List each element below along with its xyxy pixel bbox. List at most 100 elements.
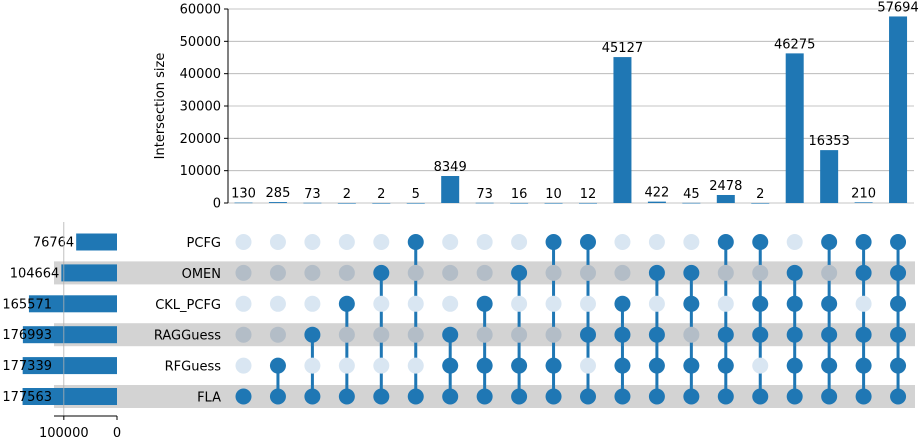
intersection-bar bbox=[820, 150, 839, 203]
y-tick-label: 50000 bbox=[180, 35, 221, 50]
membership-dot-inactive bbox=[545, 326, 562, 343]
intersection-bar bbox=[441, 176, 460, 203]
bar-value-label: 422 bbox=[644, 186, 669, 201]
membership-dot-active bbox=[786, 326, 803, 343]
membership-dot-inactive bbox=[235, 357, 252, 374]
membership-dot-active bbox=[683, 357, 700, 374]
membership-dot-active bbox=[717, 326, 734, 343]
membership-dot-inactive bbox=[373, 326, 390, 343]
membership-dot-active bbox=[442, 357, 459, 374]
membership-dot-inactive bbox=[476, 234, 493, 250]
intersection-bar bbox=[268, 202, 287, 203]
membership-dot-active bbox=[786, 388, 803, 405]
intersection-bar bbox=[889, 16, 908, 203]
bar-value-label: 16 bbox=[511, 187, 528, 202]
membership-dot-inactive bbox=[373, 234, 390, 250]
bar-value-label: 2 bbox=[756, 187, 764, 202]
bar-value-label: 46275 bbox=[774, 37, 815, 52]
membership-dot-active bbox=[580, 326, 596, 343]
membership-dot-active bbox=[683, 295, 700, 312]
membership-dot-active bbox=[890, 357, 907, 374]
membership-dot-active bbox=[752, 234, 769, 250]
membership-dot-active bbox=[786, 357, 803, 374]
membership-dot-inactive bbox=[338, 264, 355, 281]
intersection-bar bbox=[406, 202, 425, 204]
membership-dot-inactive bbox=[683, 326, 700, 343]
bar-value-label: 210 bbox=[851, 186, 876, 201]
membership-dot-active bbox=[614, 388, 631, 405]
membership-dot-inactive bbox=[235, 264, 252, 281]
membership-dot-active bbox=[648, 357, 665, 374]
membership-dot-inactive bbox=[545, 295, 562, 312]
membership-dot-inactive bbox=[717, 295, 734, 312]
bar-value-label: 285 bbox=[266, 186, 291, 201]
membership-dot-inactive bbox=[373, 357, 390, 374]
membership-dot-inactive bbox=[717, 264, 734, 281]
membership-dot-inactive bbox=[614, 234, 631, 250]
intersection-bar bbox=[544, 202, 563, 204]
set-size-label: 76764 bbox=[33, 236, 74, 251]
intersection-bar bbox=[647, 201, 666, 203]
membership-dot-active bbox=[373, 264, 390, 281]
y-tick-label: 60000 bbox=[180, 3, 221, 18]
membership-dot-active bbox=[890, 234, 907, 250]
membership-dot-inactive bbox=[304, 264, 321, 281]
membership-dot-active bbox=[580, 234, 596, 250]
set-size-bars: 76764 PCFG 104664 OMEN 165571 CKL_PCFG 176993 R… bbox=[2, 222, 221, 441]
membership-dot-inactive bbox=[580, 264, 596, 281]
intersection-bar bbox=[682, 202, 701, 204]
set-size-label: 165571 bbox=[2, 297, 52, 312]
y-tick-label: 10000 bbox=[180, 164, 221, 179]
membership-dot-inactive bbox=[511, 326, 528, 343]
membership-dot-inactive bbox=[614, 264, 631, 281]
membership-dot-active bbox=[717, 388, 734, 405]
intersection-bar bbox=[337, 202, 356, 204]
membership-dot-inactive bbox=[407, 264, 424, 281]
set-size-bar bbox=[22, 388, 117, 405]
set-name-label: PCFG bbox=[187, 236, 221, 251]
membership-dot-active bbox=[442, 388, 459, 405]
membership-dot-active bbox=[407, 234, 424, 250]
membership-dot-inactive bbox=[304, 357, 321, 374]
intersection-bar bbox=[372, 202, 391, 204]
membership-dot-active bbox=[304, 388, 321, 405]
set-name-label: OMEN bbox=[182, 267, 221, 282]
membership-dot-active bbox=[890, 326, 907, 343]
membership-dot-active bbox=[476, 388, 493, 405]
set-name-label: FLA bbox=[197, 391, 221, 406]
membership-dot-active bbox=[752, 326, 769, 343]
membership-dot-inactive bbox=[407, 326, 424, 343]
set-size-label: 177339 bbox=[2, 359, 52, 374]
membership-dot-inactive bbox=[269, 295, 286, 312]
bar-value-label: 2 bbox=[377, 187, 385, 202]
membership-dot-active bbox=[338, 295, 355, 312]
membership-dot-inactive bbox=[648, 234, 665, 250]
set-size-label: 104664 bbox=[10, 266, 60, 281]
membership-dot-active bbox=[235, 388, 252, 405]
membership-dot-active bbox=[821, 234, 838, 250]
membership-dot-inactive bbox=[511, 295, 528, 312]
intersection-bar bbox=[510, 202, 529, 204]
set-name-label: CKL_PCFG bbox=[155, 298, 221, 313]
membership-dot-active bbox=[545, 357, 562, 374]
set-x-tick-label: 0 bbox=[113, 426, 121, 441]
membership-dot-inactive bbox=[683, 234, 700, 250]
membership-dot-active bbox=[821, 326, 838, 343]
membership-dot-active bbox=[545, 388, 562, 405]
membership-dot-inactive bbox=[855, 295, 872, 312]
membership-dot-inactive bbox=[338, 234, 355, 250]
membership-dot-inactive bbox=[407, 357, 424, 374]
membership-dot-active bbox=[855, 264, 872, 281]
bar-value-label: 5 bbox=[412, 187, 420, 202]
membership-dot-active bbox=[304, 326, 321, 343]
y-tick-label: 40000 bbox=[180, 67, 221, 82]
membership-dot-active bbox=[752, 295, 769, 312]
membership-dot-active bbox=[683, 388, 700, 405]
bar-value-label: 12 bbox=[580, 187, 597, 202]
membership-dot-active bbox=[580, 388, 596, 405]
membership-dot-inactive bbox=[442, 264, 459, 281]
membership-dot-active bbox=[269, 388, 286, 405]
bar-value-label: 45 bbox=[683, 187, 700, 202]
membership-dot-inactive bbox=[580, 357, 596, 374]
membership-dot-active bbox=[269, 357, 286, 374]
